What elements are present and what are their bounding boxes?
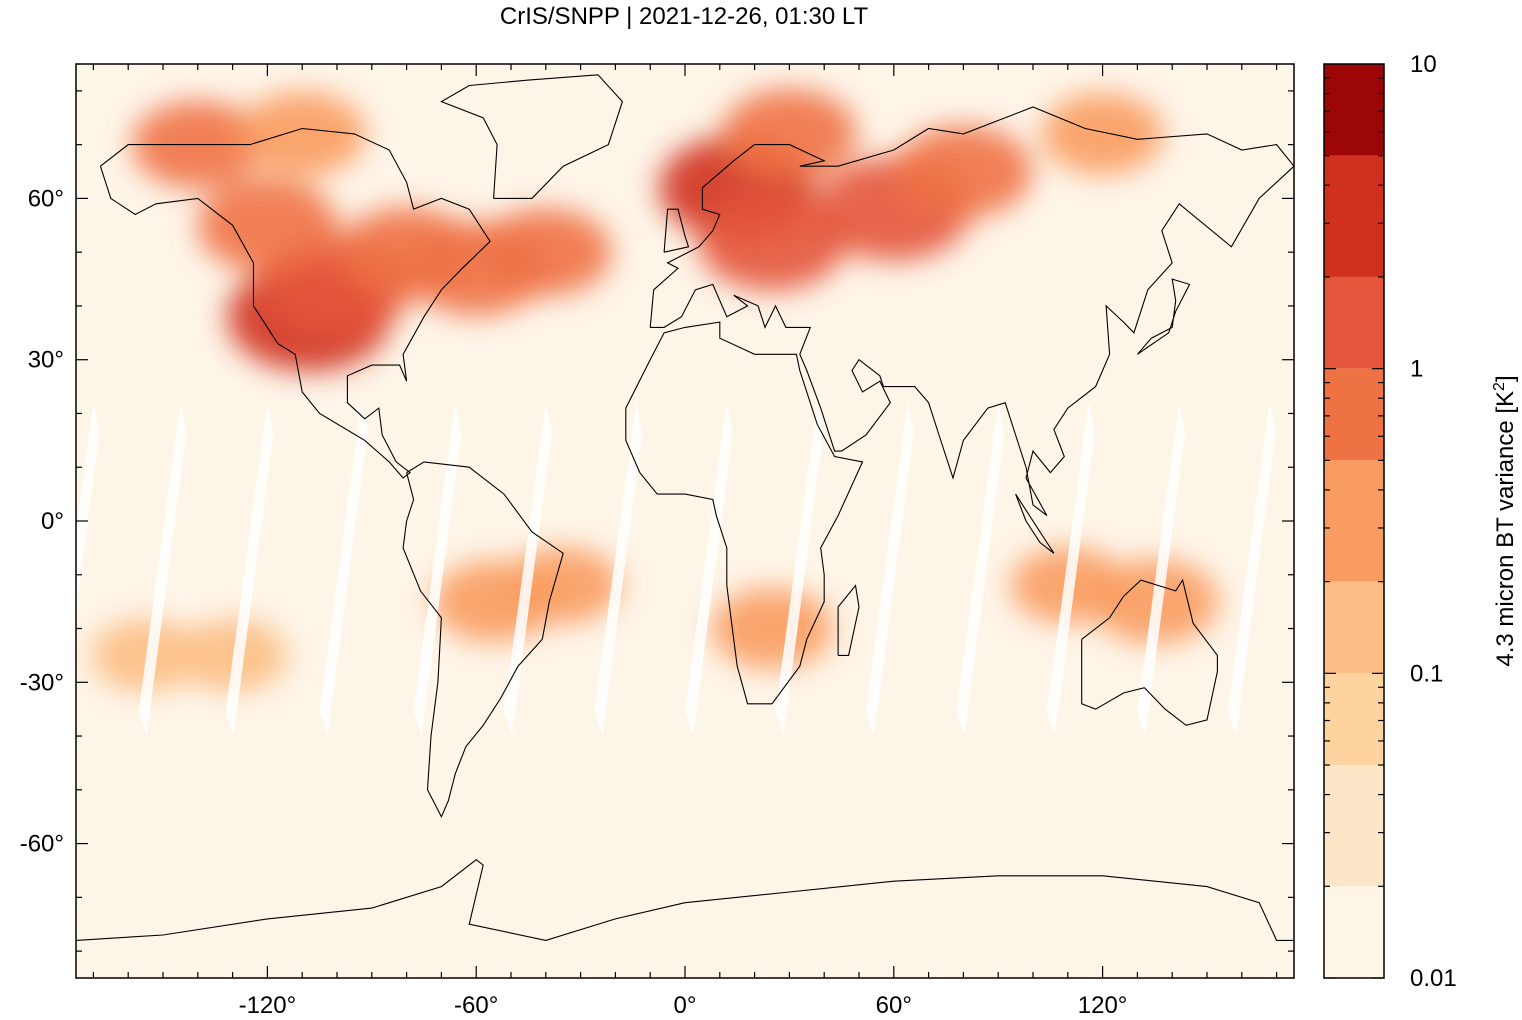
- chart-title: CrIS/SNPP | 2021-12-26, 01:30 LT: [500, 3, 869, 30]
- y-tick-label: -30°: [20, 669, 64, 696]
- variance-blob: [177, 618, 288, 692]
- variance-field: [90, 89, 1219, 692]
- variance-blob: [480, 208, 612, 296]
- coastline: [1136, 278, 1191, 355]
- colorbar-tick-label: 0.1: [1410, 660, 1443, 687]
- colorbar-band: [1324, 155, 1384, 277]
- colorbar-band: [1324, 460, 1384, 582]
- coastline: [663, 208, 690, 253]
- orbit-gap: [956, 402, 1005, 737]
- coastline: [402, 461, 564, 818]
- colorbar-band: [1324, 368, 1384, 461]
- orbit-gap: [685, 402, 733, 737]
- x-tick-label: 0°: [674, 992, 697, 1019]
- variance-blob: [710, 587, 834, 670]
- variance-blob: [197, 178, 338, 272]
- orbit-gap: [138, 402, 187, 737]
- colorbar-tick-label: 10: [1410, 51, 1437, 78]
- coastlines: [76, 74, 1294, 941]
- y-tick-label: 60°: [28, 185, 64, 212]
- orbit-gap: [594, 402, 643, 737]
- colorbar-ticks: 10 1 0.1 0.01: [1324, 51, 1457, 992]
- plot-area: [76, 64, 1294, 978]
- coastline: [1081, 578, 1218, 726]
- x-tick-label: -60°: [454, 992, 498, 1019]
- colorbar: 10 1 0.1 0.01 4.3 micron BT variance [K2]: [1323, 51, 1519, 992]
- colorbar-band: [1324, 276, 1384, 369]
- colorbar-frame: [1323, 63, 1385, 979]
- x-axis: -120° -60° 0° 60° 120°: [92, 64, 1278, 1019]
- y-tick-label: -60°: [20, 831, 64, 858]
- orbit-gap: [413, 402, 462, 737]
- orbit-gap: [76, 402, 100, 612]
- colorbar-band: [1324, 886, 1384, 978]
- orbit-gap: [1137, 402, 1186, 737]
- y-tick-label: 30°: [28, 347, 64, 374]
- x-tick-label: 120°: [1078, 992, 1128, 1019]
- coastline: [837, 584, 860, 656]
- colorbar-tick-label: 0.01: [1410, 965, 1457, 992]
- variance-blob: [238, 91, 366, 177]
- orbit-gap: [319, 402, 368, 737]
- colorbar-tick-label: 1: [1410, 356, 1423, 383]
- coastline: [1015, 493, 1055, 554]
- variance-blob: [505, 547, 621, 624]
- variance-blob: [894, 125, 1033, 218]
- x-tick-label: 60°: [876, 992, 912, 1019]
- coastline: [440, 74, 624, 199]
- x-tick-label: -120°: [239, 992, 297, 1019]
- variance-blob: [722, 89, 857, 179]
- orbit-gap: [225, 402, 274, 737]
- colorbar-bands: [1324, 64, 1384, 978]
- coastline: [625, 321, 864, 705]
- coastline: [76, 859, 1294, 941]
- coastline: [99, 127, 491, 479]
- colorbar-band: [1324, 64, 1384, 156]
- orbit-gaps: [76, 402, 1276, 737]
- orbit-gap: [775, 402, 824, 737]
- orbit-gap: [504, 402, 552, 737]
- orbit-gap: [1046, 402, 1095, 737]
- colorbar-label: 4.3 micron BT variance [K2]: [1491, 375, 1519, 666]
- variance-blob: [698, 192, 846, 291]
- colorbar-band: [1324, 765, 1384, 887]
- variance-blob: [1041, 93, 1164, 175]
- orbit-gap: [1227, 402, 1276, 737]
- variance-blob: [90, 618, 201, 692]
- y-axis: 60° 30° 0° -30° -60°: [20, 90, 1294, 952]
- orbit-gap: [865, 402, 914, 737]
- colorbar-band: [1324, 673, 1384, 766]
- colorbar-band: [1324, 581, 1384, 674]
- coastline: [649, 106, 1294, 517]
- y-tick-label: 0°: [41, 508, 64, 535]
